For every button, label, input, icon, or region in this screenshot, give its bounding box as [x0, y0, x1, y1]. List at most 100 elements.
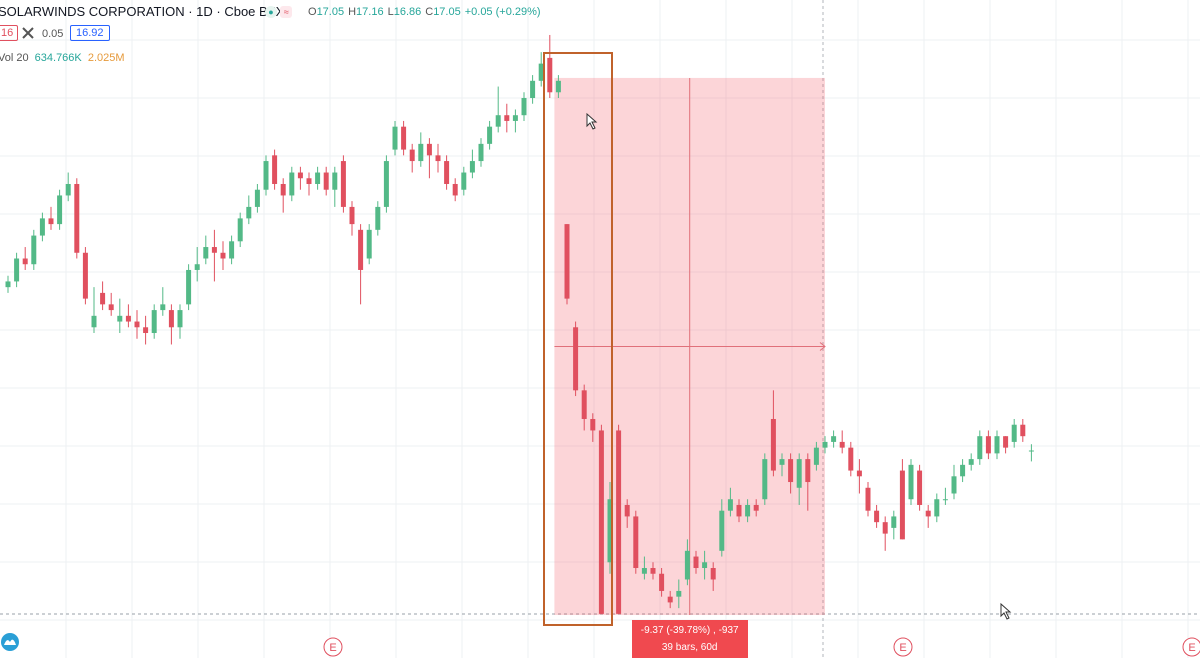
candle-body: [564, 224, 570, 299]
candle-body: [710, 568, 716, 580]
candle-body: [650, 568, 656, 574]
volume-value: 634.766K: [34, 52, 82, 64]
candle-body: [469, 161, 475, 173]
candle-body: [194, 264, 200, 270]
candle-body: [74, 183, 80, 253]
candle-body: [659, 573, 665, 591]
candle-body: [31, 235, 37, 265]
candle-body: [684, 550, 690, 580]
candle-body: [237, 218, 243, 242]
candle-body: [831, 436, 837, 442]
candle-body: [409, 149, 415, 162]
candle-body: [899, 470, 905, 540]
ohlc-change: +0.05 (+0.29%): [464, 6, 541, 18]
measure-bars: 39 bars, 60d: [661, 642, 718, 653]
candle-body: [693, 556, 699, 569]
volume-legend: Vol 20 634.766K 2.025M: [0, 52, 125, 64]
earnings-marker: E: [323, 637, 343, 657]
candle-body: [254, 189, 260, 207]
candle-body: [1028, 450, 1034, 452]
candle-body: [117, 315, 123, 322]
measure-text: -9.37 (-39.78%) , -937: [640, 625, 739, 636]
candle-body: [65, 183, 71, 196]
candle-body: [39, 218, 45, 236]
candle-body: [667, 596, 673, 603]
status-icons: ● ≈: [265, 4, 293, 18]
candle-body: [762, 459, 768, 500]
candle-body: [366, 229, 372, 259]
candle-body: [5, 281, 11, 288]
candle-body: [779, 459, 785, 465]
close-icon[interactable]: [21, 26, 35, 40]
candle-body: [289, 172, 295, 196]
candle-body: [392, 126, 398, 150]
candle-body: [297, 172, 303, 179]
candle-body: [788, 459, 794, 483]
candle-body: [813, 447, 819, 465]
candle-body: [573, 327, 579, 391]
candle-body: [383, 161, 389, 207]
candle-body: [702, 562, 708, 569]
candle-body: [82, 252, 88, 299]
candle-body: [538, 63, 544, 81]
candle-body: [745, 504, 751, 517]
candle-body: [1020, 424, 1026, 437]
candle-body: [917, 470, 923, 505]
candle-body: [848, 447, 854, 471]
candle-body: [796, 459, 802, 488]
candle-body: [306, 178, 312, 184]
candle-body: [865, 487, 871, 511]
candle-body: [246, 206, 252, 219]
ohlc-value: 17.05: [433, 6, 461, 18]
volume-average: 2.025M: [87, 52, 125, 64]
candle-body: [349, 206, 355, 225]
candle-body: [598, 430, 604, 614]
earnings-marker: E: [893, 637, 913, 657]
candle-body: [719, 510, 725, 551]
candle-body: [968, 459, 974, 465]
candle-body: [727, 499, 733, 511]
chart-title: SOLARWINDS CORPORATION · 1D · Cboe BZX: [0, 4, 285, 19]
candle-body: [332, 172, 338, 190]
highlight-box: [543, 52, 613, 626]
candle-body: [736, 504, 742, 517]
candle-body: [908, 464, 914, 500]
candle-body: [822, 441, 828, 448]
buy-button[interactable]: 16.92: [70, 25, 110, 41]
candle-body: [48, 218, 54, 225]
earnings-label: E: [899, 642, 906, 654]
ohlc-value: 16.86: [393, 6, 422, 18]
candle-body: [753, 504, 759, 511]
candle-body: [478, 143, 484, 162]
ohlc-label: O: [308, 6, 317, 18]
ohlc-legend: O17.05 H17.16 L16.86 C17.05 +0.05 (+0.29%): [308, 6, 541, 18]
candles: [5, 34, 1034, 614]
ohlc-value: 17.16: [356, 6, 384, 18]
candle-body: [323, 172, 329, 190]
ohlc-value: 17.05: [316, 6, 345, 18]
spread: 0.05: [42, 28, 64, 40]
sell-button[interactable]: 16: [0, 25, 19, 41]
candle-body: [168, 310, 174, 328]
earnings-marker: E: [1182, 637, 1200, 657]
candle-body: [951, 476, 957, 494]
candle-body: [14, 258, 20, 282]
candle-body: [977, 436, 983, 460]
candle-body: [960, 464, 966, 477]
candle-body: [203, 247, 209, 259]
candle-body: [444, 161, 450, 184]
candle-body: [186, 269, 192, 305]
candle-body: [547, 57, 553, 93]
candle-body: [530, 80, 536, 99]
candle-body: [358, 229, 364, 270]
ohlc-label: C: [425, 6, 434, 18]
candle-body: [641, 568, 647, 574]
candle-body: [108, 304, 114, 311]
candle-body: [581, 390, 587, 419]
candle-body: [160, 304, 166, 311]
candle-body: [125, 315, 131, 322]
candle-body: [856, 470, 862, 477]
